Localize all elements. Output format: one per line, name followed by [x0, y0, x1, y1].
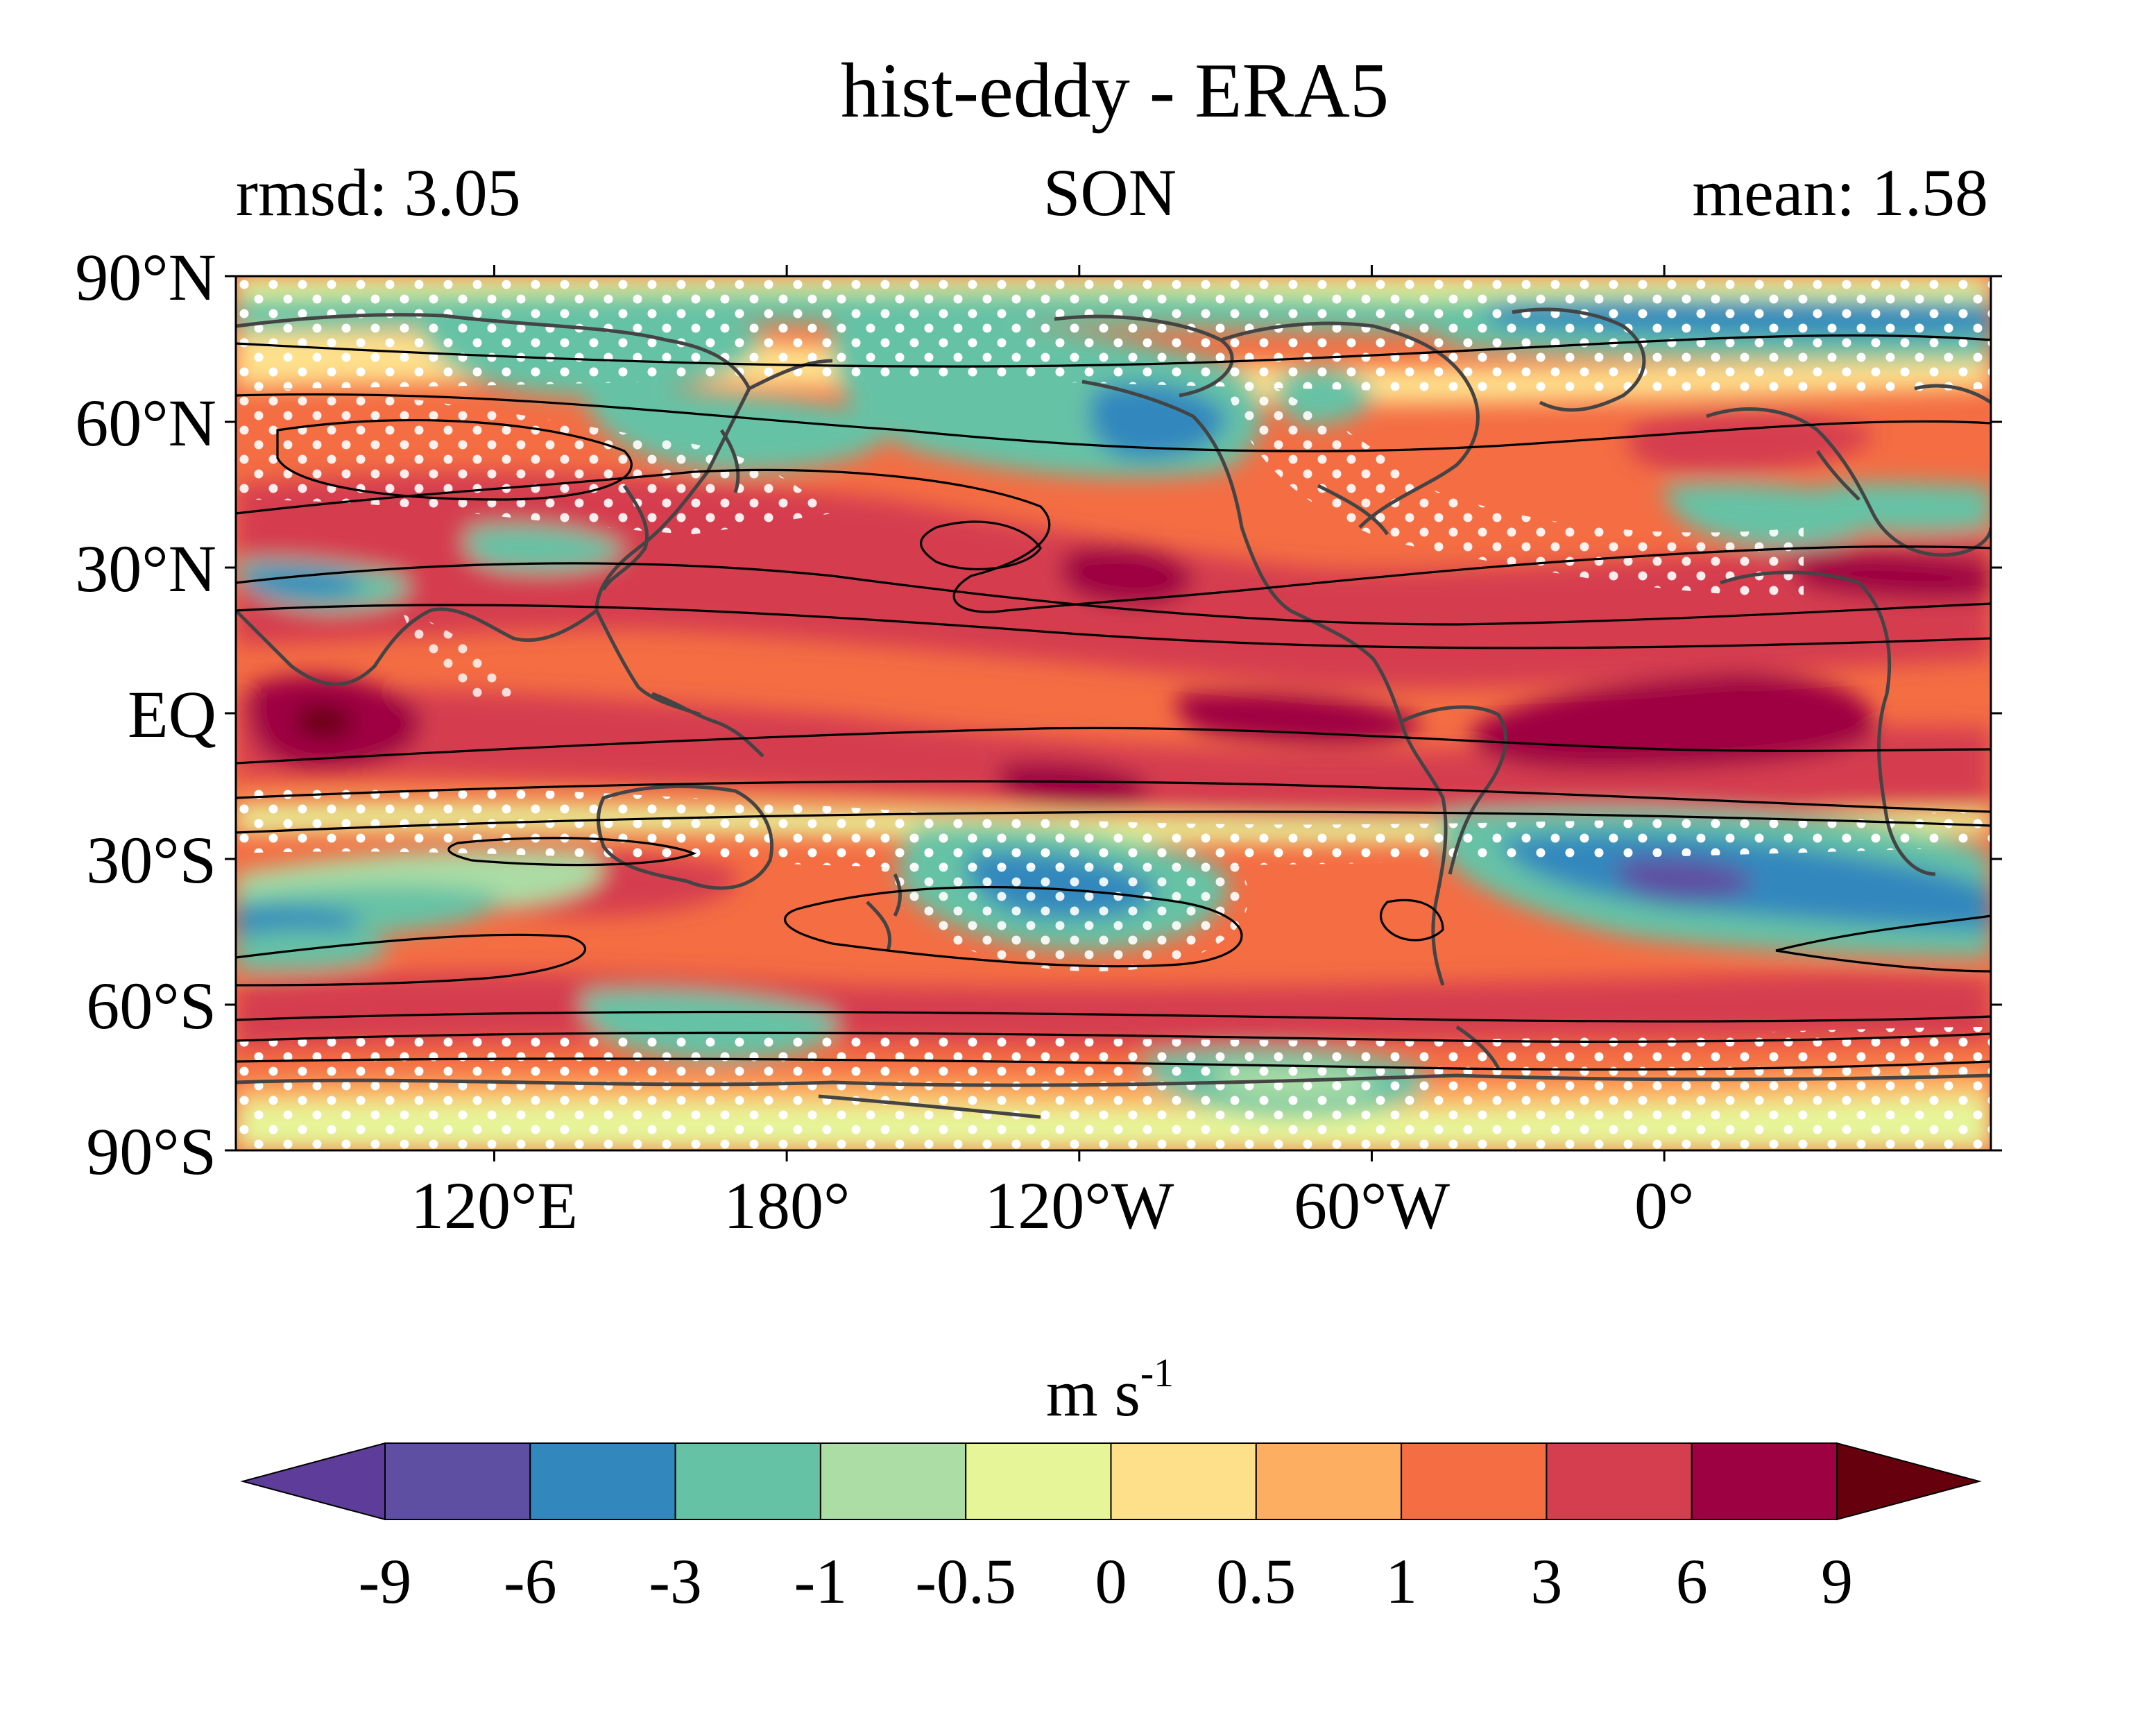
- lat-tick-label: 90°N: [75, 240, 216, 314]
- season-label: SON: [1043, 155, 1177, 230]
- longitude-tick-labels: 120°E 180° 120°W 60°W 0°: [411, 1168, 1694, 1243]
- colorbar-tick-label: 3: [1530, 1546, 1562, 1617]
- colorbar-tick-label: 0: [1095, 1546, 1127, 1617]
- colorbar-under-extension: [240, 1442, 386, 1521]
- lon-tick-label: 120°W: [984, 1168, 1174, 1243]
- colorbar-bin: [965, 1442, 1112, 1520]
- colorbar-bin: [1691, 1442, 1838, 1520]
- colorbar-tick-label: -1: [794, 1546, 848, 1617]
- colorbar-bin: [819, 1442, 967, 1520]
- lat-tick-label: 90°S: [86, 1114, 216, 1189]
- colorbar-tick-labels: -9 -6 -3 -1 -0.5 0 0.5 1 3 6 9: [359, 1546, 1853, 1617]
- colorbar: [240, 1442, 1982, 1521]
- colorbar-bin: [1401, 1442, 1548, 1520]
- colorbar-tick-label: -3: [649, 1546, 702, 1617]
- mean-label: mean: 1.58: [1692, 155, 1988, 230]
- colorbar-tick-label: -9: [359, 1546, 412, 1617]
- colorbar-tick-label: 0.5: [1216, 1546, 1296, 1617]
- colorbar-bin: [1110, 1442, 1257, 1520]
- stippling: [236, 278, 1991, 1150]
- lon-tick-label: 120°E: [411, 1168, 578, 1243]
- figure-title: hist-eddy - ERA5: [841, 48, 1389, 134]
- colorbar-bin: [529, 1442, 676, 1520]
- lat-tick-label: 60°N: [75, 386, 216, 460]
- lon-tick-label: 180°: [724, 1168, 850, 1243]
- lat-tick-label: EQ: [128, 677, 216, 751]
- climatology-contours: [236, 334, 1991, 1071]
- colorbar-tick-label: -0.5: [915, 1546, 1016, 1617]
- lat-tick-label: 30°N: [75, 531, 216, 606]
- colorbar-tick-label: 9: [1821, 1546, 1853, 1617]
- colorbar-tick-label: -6: [504, 1546, 557, 1617]
- coastlines: [236, 307, 1991, 1119]
- latitude-tick-labels: 90°N 60°N 30°N EQ 30°S 60°S 90°S: [75, 240, 216, 1189]
- colorbar-bin: [1255, 1442, 1403, 1520]
- rmsd-label: rmsd: 3.05: [236, 155, 521, 230]
- map-panel: [236, 276, 1991, 1150]
- colorbar-bin: [1546, 1442, 1693, 1520]
- colorbar-bin: [674, 1442, 821, 1520]
- colorbar-over-extension: [1836, 1442, 1982, 1521]
- colorbar-bin: [384, 1442, 531, 1520]
- colorbar-tick-label: 6: [1676, 1546, 1708, 1617]
- colorbar-unit-label: m s-1: [1046, 1350, 1174, 1430]
- lat-tick-label: 60°S: [86, 969, 216, 1043]
- lon-tick-label: 60°W: [1294, 1168, 1450, 1243]
- lon-tick-label: 0°: [1634, 1168, 1694, 1243]
- colorbar-tick-label: 1: [1385, 1546, 1417, 1617]
- lat-tick-label: 30°S: [86, 823, 216, 897]
- tick-marks: [225, 265, 2002, 1161]
